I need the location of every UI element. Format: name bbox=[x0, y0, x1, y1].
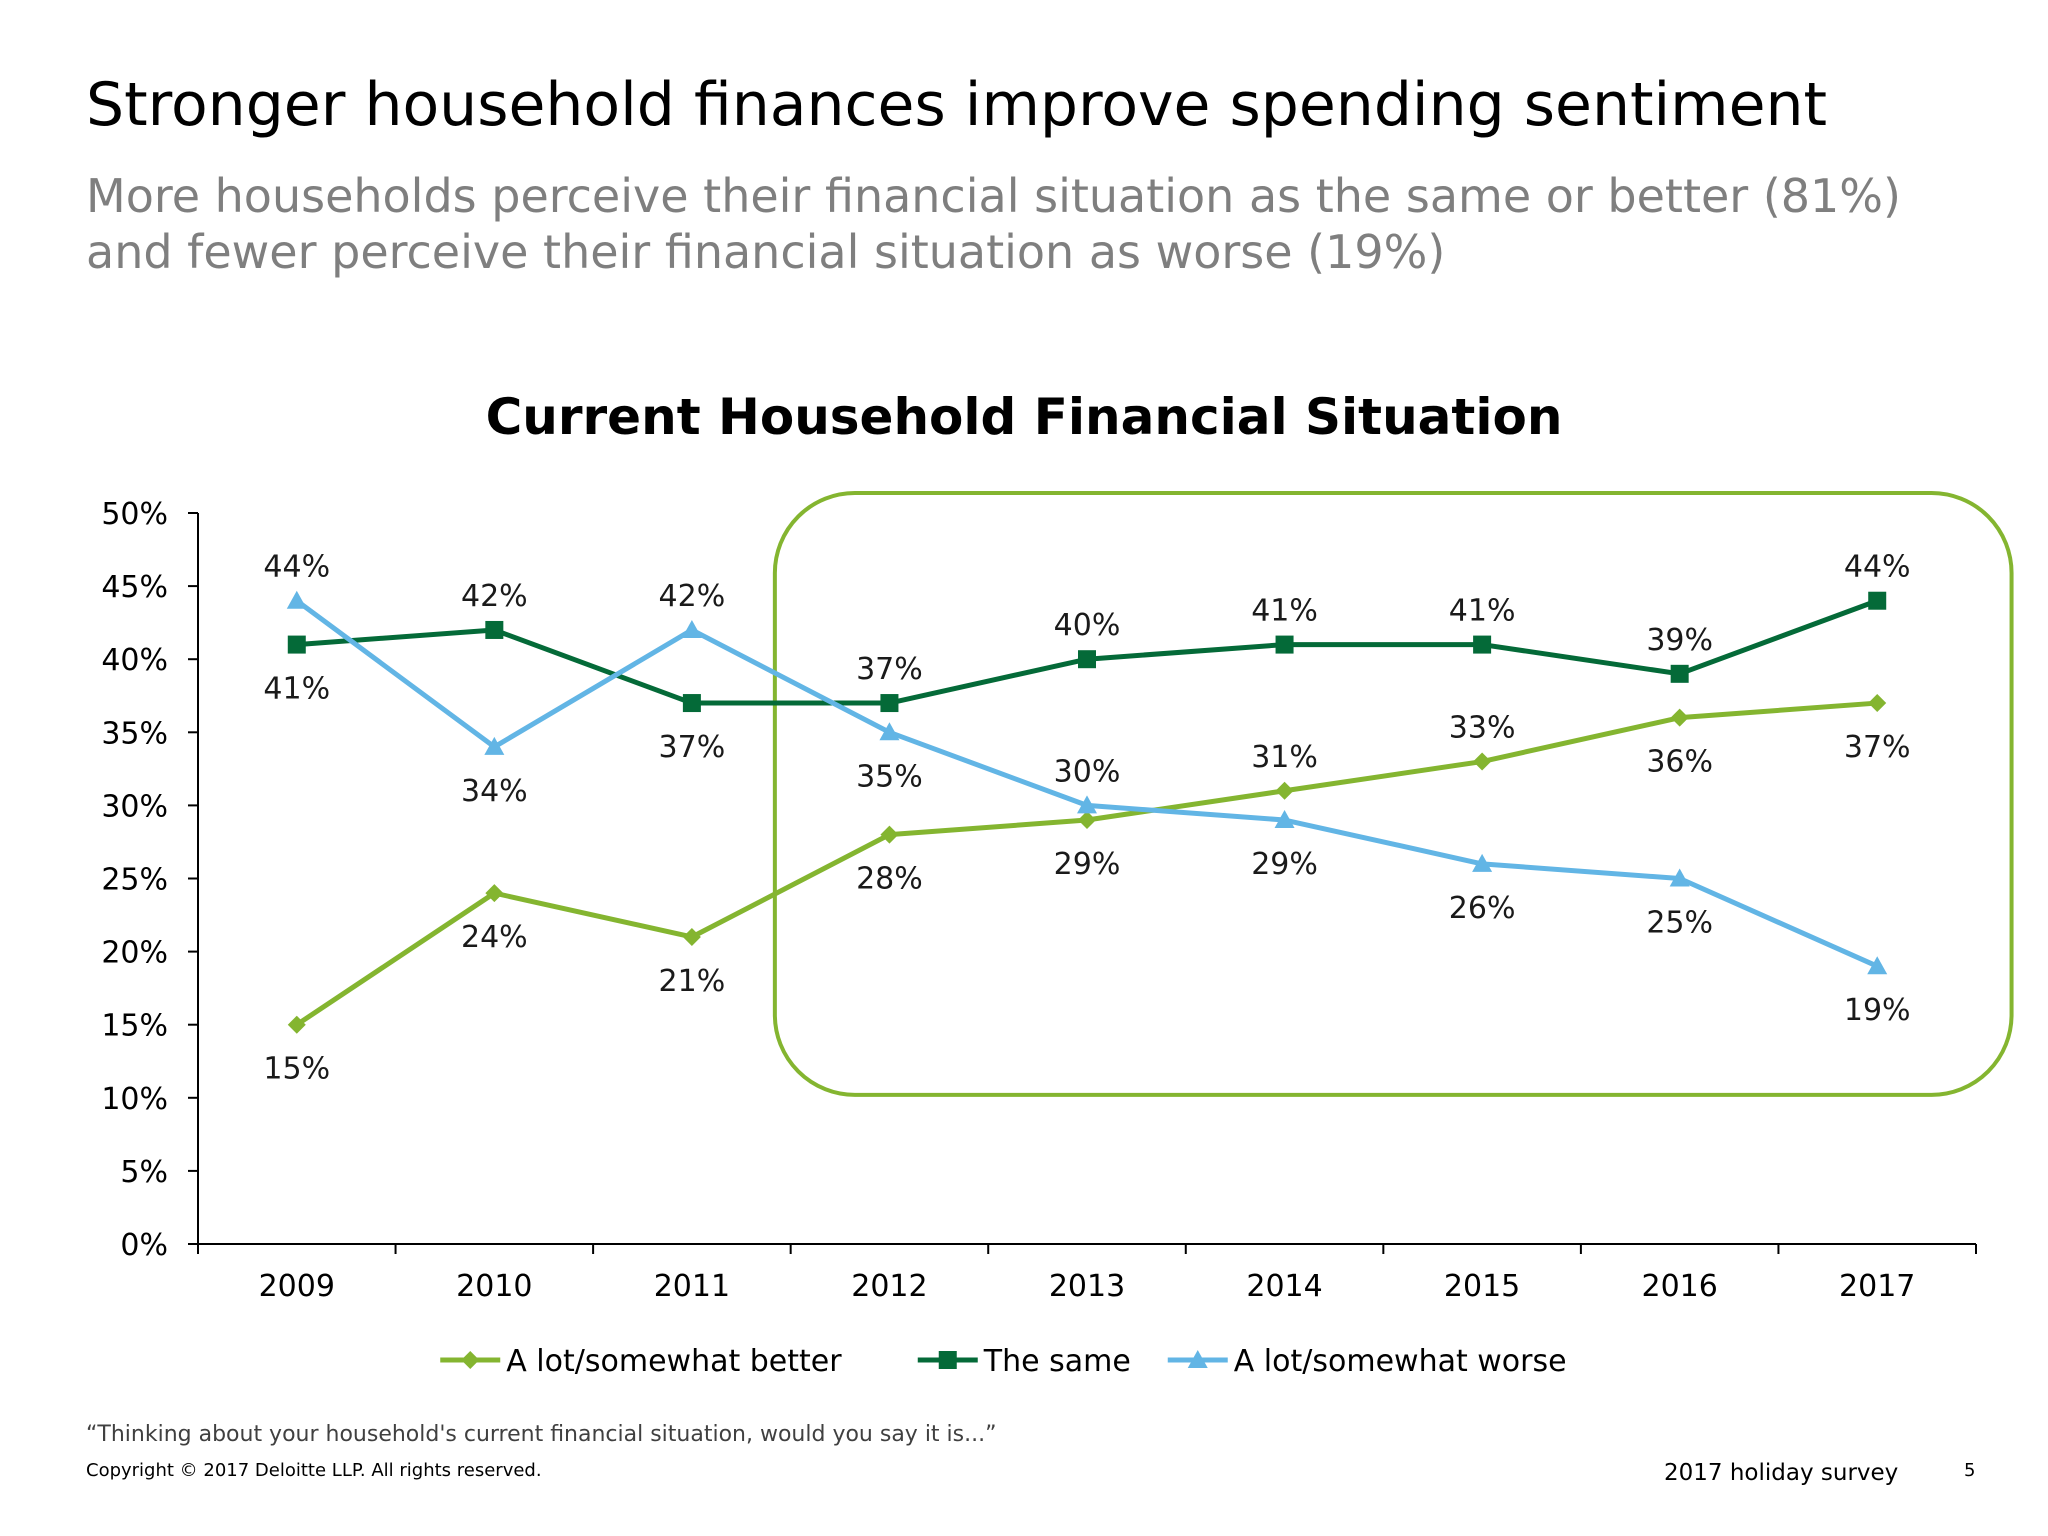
y-tick-label: 30% bbox=[101, 789, 168, 824]
data-label: 44% bbox=[1844, 550, 1911, 585]
data-point-a-lot-somewhat-better bbox=[1670, 708, 1689, 727]
data-point-a-lot-somewhat-better bbox=[880, 825, 899, 844]
data-point-the-same bbox=[1868, 591, 1887, 610]
data-point-the-same bbox=[1670, 664, 1689, 683]
data-point-a-lot-somewhat-better bbox=[1473, 752, 1492, 771]
data-label: 29% bbox=[1251, 847, 1318, 882]
y-tick-label: 5% bbox=[120, 1155, 168, 1190]
y-tick-label: 45% bbox=[101, 570, 168, 605]
data-label: 35% bbox=[856, 759, 923, 794]
subtitle-line-1: More households perceive their financial… bbox=[86, 169, 1901, 223]
copyright-notice: Copyright © 2017 Deloitte LLP. All right… bbox=[86, 1460, 542, 1481]
data-label: 25% bbox=[1646, 906, 1713, 941]
data-point-the-same bbox=[1275, 635, 1294, 654]
data-label: 26% bbox=[1449, 891, 1516, 926]
chart-title: Current Household Financial Situation bbox=[485, 388, 1563, 446]
data-label: 41% bbox=[263, 672, 330, 707]
data-point-a-lot-somewhat-worse bbox=[1472, 853, 1493, 872]
legend-marker bbox=[461, 1351, 480, 1369]
data-label: 41% bbox=[1449, 594, 1516, 629]
data-label: 42% bbox=[659, 579, 726, 614]
data-label: 30% bbox=[1054, 754, 1121, 789]
data-label: 15% bbox=[263, 1052, 330, 1087]
data-point-a-lot-somewhat-better bbox=[1868, 694, 1887, 713]
y-tick-label: 0% bbox=[120, 1228, 168, 1263]
subtitle-line-2: and fewer perceive their financial situa… bbox=[86, 225, 1446, 279]
data-point-a-lot-somewhat-worse bbox=[1867, 956, 1888, 975]
slide-title: Stronger household finances improve spen… bbox=[86, 70, 1828, 140]
data-label: 37% bbox=[659, 730, 726, 765]
x-tick-label: 2013 bbox=[1049, 1269, 1125, 1304]
x-tick-label: 2015 bbox=[1444, 1269, 1520, 1304]
y-tick-label: 15% bbox=[101, 1009, 168, 1044]
data-label: 36% bbox=[1646, 745, 1713, 780]
data-point-a-lot-somewhat-worse bbox=[681, 619, 702, 638]
x-tick-label: 2011 bbox=[654, 1269, 730, 1304]
data-label: 24% bbox=[461, 920, 528, 955]
data-point-a-lot-somewhat-worse bbox=[1077, 795, 1097, 814]
y-tick-label: 40% bbox=[101, 643, 168, 678]
data-point-a-lot-somewhat-worse bbox=[484, 736, 505, 755]
x-tick-label: 2014 bbox=[1246, 1269, 1322, 1304]
survey-label: 2017 holiday survey bbox=[1664, 1460, 1899, 1486]
data-point-the-same bbox=[485, 620, 504, 639]
data-label: 40% bbox=[1054, 608, 1121, 643]
data-point-a-lot-somewhat-better bbox=[287, 1015, 306, 1034]
y-tick-label: 35% bbox=[101, 716, 168, 751]
data-point-a-lot-somewhat-worse bbox=[286, 590, 307, 609]
data-label: 29% bbox=[1054, 847, 1121, 882]
legend-label: A lot/somewhat worse bbox=[1234, 1344, 1567, 1379]
page-number: 5 bbox=[1964, 1460, 1976, 1481]
data-label: 19% bbox=[1844, 993, 1911, 1028]
x-tick-label: 2016 bbox=[1641, 1269, 1717, 1304]
legend-marker bbox=[1187, 1350, 1208, 1368]
legend-label: A lot/somewhat better bbox=[506, 1344, 842, 1379]
x-tick-label: 2012 bbox=[851, 1269, 927, 1304]
data-label: 41% bbox=[1251, 594, 1318, 629]
data-point-the-same bbox=[1078, 650, 1096, 669]
data-label: 33% bbox=[1449, 711, 1516, 746]
x-tick-label: 2009 bbox=[259, 1269, 335, 1304]
y-tick-label: 50% bbox=[101, 497, 168, 532]
data-label: 39% bbox=[1646, 623, 1713, 658]
data-point-a-lot-somewhat-worse bbox=[1669, 868, 1690, 887]
y-tick-label: 20% bbox=[101, 936, 168, 971]
y-tick-label: 25% bbox=[101, 863, 168, 898]
data-point-a-lot-somewhat-better bbox=[485, 884, 504, 903]
data-point-the-same bbox=[1473, 635, 1492, 654]
highlight-box bbox=[772, 491, 2014, 1097]
data-label: 44% bbox=[263, 550, 330, 585]
data-label: 37% bbox=[1844, 730, 1911, 765]
data-point-a-lot-somewhat-better bbox=[1078, 811, 1096, 830]
legend-marker bbox=[938, 1351, 957, 1369]
data-label: 28% bbox=[856, 862, 923, 897]
data-point-the-same bbox=[880, 694, 899, 713]
data-point-the-same bbox=[682, 694, 701, 713]
data-label: 21% bbox=[659, 964, 726, 999]
x-tick-label: 2017 bbox=[1839, 1269, 1915, 1304]
data-point-a-lot-somewhat-worse bbox=[879, 722, 900, 741]
data-point-the-same bbox=[287, 635, 306, 654]
data-label: 42% bbox=[461, 579, 528, 614]
survey-question-footnote: “Thinking about your household's current… bbox=[86, 1422, 997, 1447]
data-label: 37% bbox=[856, 652, 923, 687]
y-tick-label: 10% bbox=[101, 1082, 168, 1117]
slide-subtitle: More households perceive their financial… bbox=[86, 168, 1966, 280]
x-tick-label: 2010 bbox=[456, 1269, 532, 1304]
data-label: 34% bbox=[461, 774, 528, 809]
data-point-a-lot-somewhat-worse bbox=[1274, 810, 1295, 829]
data-point-a-lot-somewhat-better bbox=[682, 927, 701, 946]
data-point-a-lot-somewhat-better bbox=[1275, 781, 1294, 800]
legend-label: The same bbox=[983, 1344, 1131, 1379]
data-label: 31% bbox=[1251, 740, 1318, 775]
